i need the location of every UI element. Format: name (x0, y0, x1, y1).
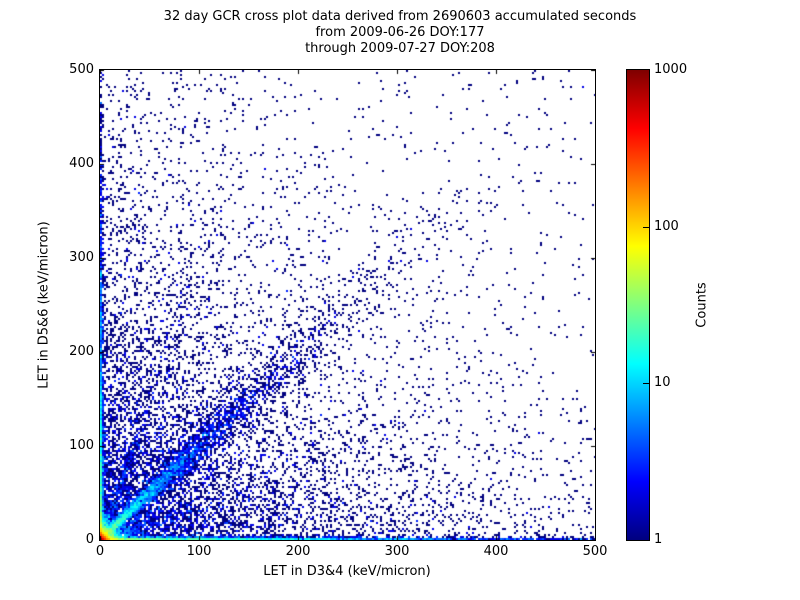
colorbar-tick-mark-100 (643, 227, 649, 228)
y-tick-label-500: 500 (69, 62, 94, 77)
colorbar-tick-mark-10 (643, 383, 649, 384)
y-tick-label-300: 300 (69, 250, 94, 265)
y-axis-label: LET in D5&6 (keV/micron) (36, 221, 52, 389)
y-tick-label-100: 100 (69, 438, 94, 453)
y-tick-label-200: 200 (69, 344, 94, 359)
scatter-canvas (100, 70, 595, 540)
x-tick-label-300: 300 (384, 544, 410, 559)
chart-title-line-2: from 2009-06-26 DOY:177 (315, 25, 485, 40)
x-tick-label-100: 100 (186, 544, 212, 559)
x-tick-label-400: 400 (483, 544, 509, 559)
colorbar (626, 69, 650, 541)
colorbar-tick-label-1: 1 (654, 532, 663, 547)
x-tick-label-500: 500 (582, 544, 608, 559)
y-tick-label-0: 0 (85, 532, 94, 547)
colorbar-tick-label-1000: 1000 (654, 62, 688, 77)
x-tick-label-0: 0 (95, 544, 105, 559)
colorbar-label: Counts (694, 282, 710, 328)
colorbar-tick-label-10: 10 (654, 375, 671, 391)
colorbar-tick-label-100: 100 (654, 218, 679, 234)
y-tick-label-400: 400 (69, 156, 94, 171)
plot-area (99, 69, 596, 541)
chart-title-line-3: through 2009-07-27 DOY:208 (305, 41, 495, 56)
chart-title: 32 day GCR cross plot data derived from … (0, 9, 800, 57)
x-axis-label: LET in D3&4 (keV/micron) (263, 564, 431, 579)
x-tick-label-200: 200 (285, 544, 311, 559)
chart-title-line-1: 32 day GCR cross plot data derived from … (163, 9, 637, 24)
